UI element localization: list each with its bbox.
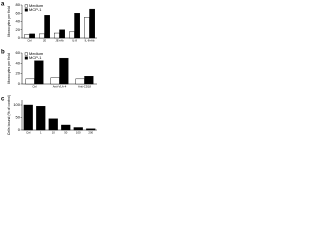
y-tick-label: 0 (18, 81, 21, 86)
bar (61, 124, 71, 131)
legend-swatch (24, 56, 28, 60)
bar (59, 57, 69, 85)
y-tick-label: 0 (18, 35, 21, 40)
legend-swatch (24, 8, 28, 12)
y-axis-label: Monocytes per field (7, 53, 11, 83)
x-tick-label: Ctrl (26, 131, 31, 135)
legend-label: Medium (29, 3, 44, 8)
x-tick-label: JE+Ab (55, 39, 64, 43)
y-tick-label: 100 (13, 102, 20, 107)
x-tick-label: Ctrl (27, 39, 32, 43)
legend-swatch (24, 4, 28, 8)
bar (25, 78, 35, 85)
x-tick-label: Anti-CD18 (78, 85, 91, 89)
bar (89, 8, 95, 39)
y-tick-label: 0 (18, 127, 21, 132)
y-tick-label: 80 (16, 2, 21, 7)
x-tick-label: IL-8 (72, 39, 77, 43)
y-axis-label: Monocytes per field (7, 6, 11, 36)
bar (29, 33, 35, 39)
bar (59, 29, 65, 39)
x-tick-label: Ctrl (32, 85, 37, 89)
bar (74, 13, 80, 39)
y-tick-label: 60 (16, 10, 21, 15)
panel-label: a (1, 2, 5, 8)
bar (86, 128, 96, 131)
bar (36, 106, 46, 131)
bar (73, 127, 83, 131)
bar (50, 77, 60, 85)
legend-swatch (24, 52, 28, 56)
y-tick-label: 60 (16, 50, 21, 55)
y-axis-label: Cells bound (% of control) (7, 95, 11, 135)
x-tick-label: 100 (76, 131, 81, 135)
legend-label: MCP-1 (29, 55, 42, 60)
bar (23, 104, 33, 131)
panel-label: b (1, 50, 5, 56)
x-tick-label: IL-8+Ab (85, 39, 95, 43)
y-tick-label: 40 (16, 60, 21, 65)
y-tick-label: 20 (16, 71, 21, 76)
x-tick-label: 1 (40, 131, 42, 135)
bar (54, 32, 60, 39)
bar (84, 17, 90, 39)
bar (34, 60, 44, 85)
y-tick-label: 50 (16, 115, 21, 120)
bar (24, 34, 30, 39)
bar (75, 78, 85, 85)
y-tick-label: 20 (16, 27, 21, 32)
x-tick-label: Anti-VLA-4 (53, 85, 67, 89)
y-tick-label: 40 (16, 19, 21, 24)
panel-label: c (1, 97, 5, 103)
legend-label: MCP-1 (29, 7, 42, 12)
bar (69, 31, 75, 39)
x-tick-label: 200 (88, 131, 93, 135)
bar (84, 76, 94, 85)
bar (44, 15, 50, 39)
x-tick-label: 10 (52, 131, 56, 135)
x-tick-label: 50 (64, 131, 68, 135)
bar (48, 118, 58, 131)
bar (39, 33, 45, 39)
x-tick-label: JE (43, 39, 46, 43)
legend-label: Medium (29, 51, 44, 56)
